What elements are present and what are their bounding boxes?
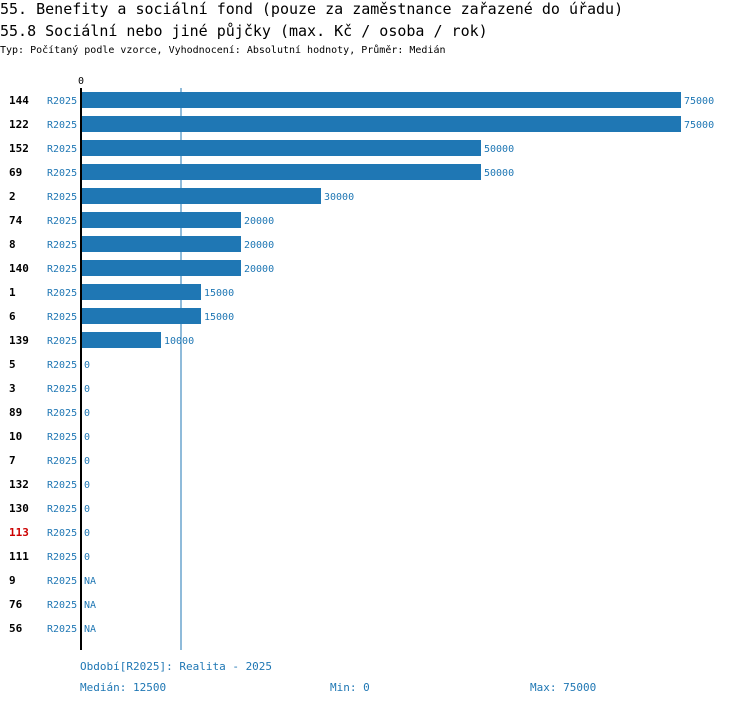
bar	[81, 188, 321, 204]
row-id-label: 9	[9, 574, 16, 587]
bar	[81, 140, 481, 156]
bar-value-label: 75000	[684, 96, 714, 107]
row-id-label: 8	[9, 238, 16, 251]
row-id-label: 144	[9, 94, 29, 107]
row-id-label: 5	[9, 358, 16, 371]
row-id-label: 111	[9, 550, 29, 563]
period-note: Období[R2025]: Realita - 2025	[80, 660, 273, 673]
row-period-label: R2025	[47, 120, 77, 131]
bar-value-label: 0	[84, 384, 90, 395]
bar-value-label: 0	[84, 360, 90, 371]
bar-value-label: 0	[84, 552, 90, 563]
row-period-label: R2025	[47, 408, 77, 419]
bar-value-label: 0	[84, 528, 90, 539]
row-period-label: R2025	[47, 240, 77, 251]
row-id-label: 113	[9, 526, 29, 539]
bar-value-label: NA	[84, 600, 96, 611]
bar-value-label: 50000	[484, 144, 514, 155]
type-description: Typ: Počítaný podle vzorce, Vyhodnocení:…	[0, 45, 446, 56]
bar-value-label: 0	[84, 504, 90, 515]
bar-value-label: 30000	[324, 192, 354, 203]
row-period-label: R2025	[47, 144, 77, 155]
bar-value-label: 20000	[244, 240, 274, 251]
bar	[81, 116, 681, 132]
row-id-label: 122	[9, 118, 29, 131]
row-period-label: R2025	[47, 504, 77, 515]
row-id-label: 3	[9, 382, 16, 395]
row-id-label: 140	[9, 262, 29, 275]
bar	[81, 164, 481, 180]
bar	[81, 92, 681, 108]
row-period-label: R2025	[47, 360, 77, 371]
bar-value-label: 10000	[164, 336, 194, 347]
row-period-label: R2025	[47, 216, 77, 227]
max-summary: Max: 75000	[530, 681, 597, 694]
bar	[81, 260, 241, 276]
row-id-label: 69	[9, 166, 22, 179]
row-period-label: R2025	[47, 264, 77, 275]
row-period-label: R2025	[47, 384, 77, 395]
chart-title: 55. Benefity a sociální fond (pouze za z…	[0, 0, 624, 18]
bar-value-label: 0	[84, 480, 90, 491]
row-id-label: 7	[9, 454, 16, 467]
bar-value-label: 0	[84, 432, 90, 443]
row-period-label: R2025	[47, 624, 77, 635]
row-period-label: R2025	[47, 432, 77, 443]
row-id-label: 10	[9, 430, 22, 443]
row-id-label: 139	[9, 334, 29, 347]
median-summary: Medián: 12500	[80, 681, 167, 694]
row-id-label: 89	[9, 406, 22, 419]
bar-value-label: NA	[84, 576, 96, 587]
row-period-label: R2025	[47, 96, 77, 107]
bar-value-label: 0	[84, 408, 90, 419]
row-period-label: R2025	[47, 600, 77, 611]
bar	[81, 308, 201, 324]
row-id-label: 1	[9, 286, 16, 299]
row-id-label: 152	[9, 142, 29, 155]
row-period-label: R2025	[47, 576, 77, 587]
row-period-label: R2025	[47, 456, 77, 467]
axis-tick-label: 0	[78, 76, 84, 87]
bar-value-label: 20000	[244, 216, 274, 227]
row-period-label: R2025	[47, 480, 77, 491]
row-id-label: 76	[9, 598, 23, 611]
row-period-label: R2025	[47, 192, 77, 203]
bar	[81, 236, 241, 252]
row-period-label: R2025	[47, 288, 77, 299]
row-id-label: 130	[9, 502, 29, 515]
bar-value-label: 0	[84, 456, 90, 467]
chart-subtitle: 55.8 Sociální nebo jiné půjčky (max. Kč …	[0, 22, 488, 40]
row-period-label: R2025	[47, 168, 77, 179]
row-period-label: R2025	[47, 336, 77, 347]
bar-value-label: 50000	[484, 168, 514, 179]
row-id-label: 74	[9, 214, 23, 227]
bar-value-label: NA	[84, 624, 96, 635]
row-id-label: 2	[9, 190, 16, 203]
row-period-label: R2025	[47, 528, 77, 539]
bar-value-label: 75000	[684, 120, 714, 131]
row-id-label: 132	[9, 478, 29, 491]
bar	[81, 284, 201, 300]
row-id-label: 56	[9, 622, 23, 635]
min-summary: Min: 0	[330, 681, 370, 694]
bar	[81, 332, 161, 348]
bar	[81, 212, 241, 228]
row-period-label: R2025	[47, 552, 77, 563]
row-period-label: R2025	[47, 312, 77, 323]
bar-value-label: 20000	[244, 264, 274, 275]
bar-value-label: 15000	[204, 288, 234, 299]
row-id-label: 6	[9, 310, 16, 323]
bar-value-label: 15000	[204, 312, 234, 323]
